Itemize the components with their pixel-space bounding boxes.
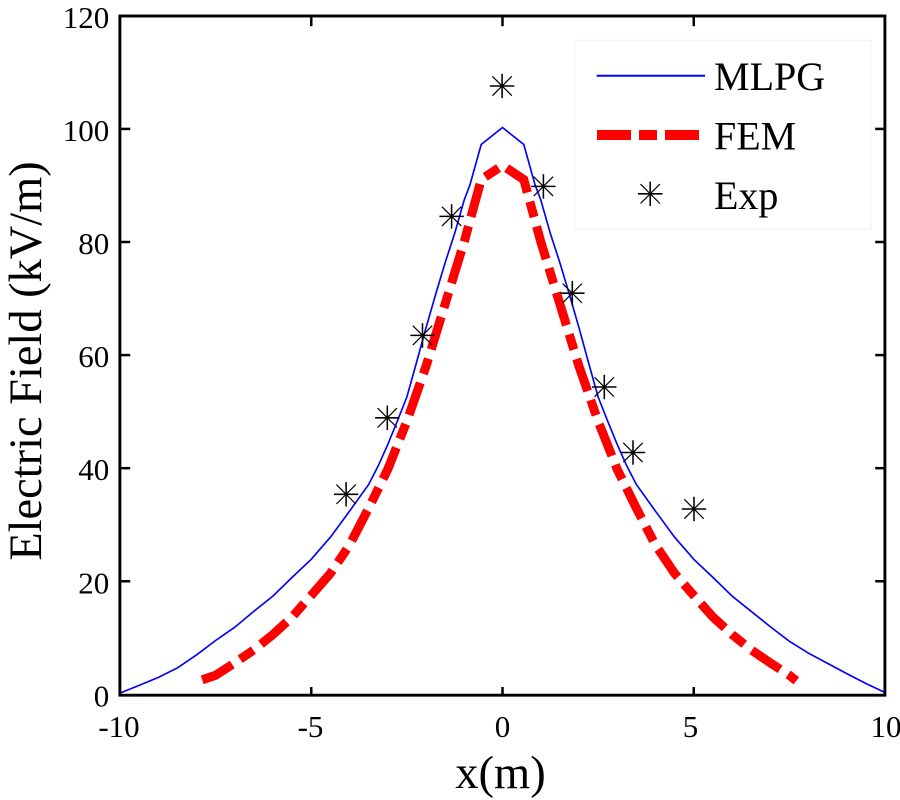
svg-text:5: 5 (683, 709, 699, 744)
svg-text:MLPG: MLPG (714, 54, 825, 99)
svg-text:60: 60 (78, 339, 109, 374)
svg-text:-10: -10 (98, 709, 139, 744)
svg-text:FEM: FEM (714, 114, 796, 159)
svg-text:120: 120 (63, 0, 110, 35)
svg-text:0: 0 (495, 709, 511, 744)
svg-text:10: 10 (871, 709, 900, 744)
svg-text:Exp: Exp (714, 173, 778, 218)
svg-text:-5: -5 (298, 709, 324, 744)
svg-text:20: 20 (78, 565, 109, 600)
svg-text:x(m): x(m) (455, 748, 545, 799)
svg-text:100: 100 (63, 113, 110, 148)
svg-text:40: 40 (78, 452, 109, 487)
svg-text:80: 80 (78, 226, 109, 261)
svg-text:0: 0 (94, 679, 110, 714)
svg-text:Electric Field (kV/m): Electric Field (kV/m) (1, 161, 52, 560)
